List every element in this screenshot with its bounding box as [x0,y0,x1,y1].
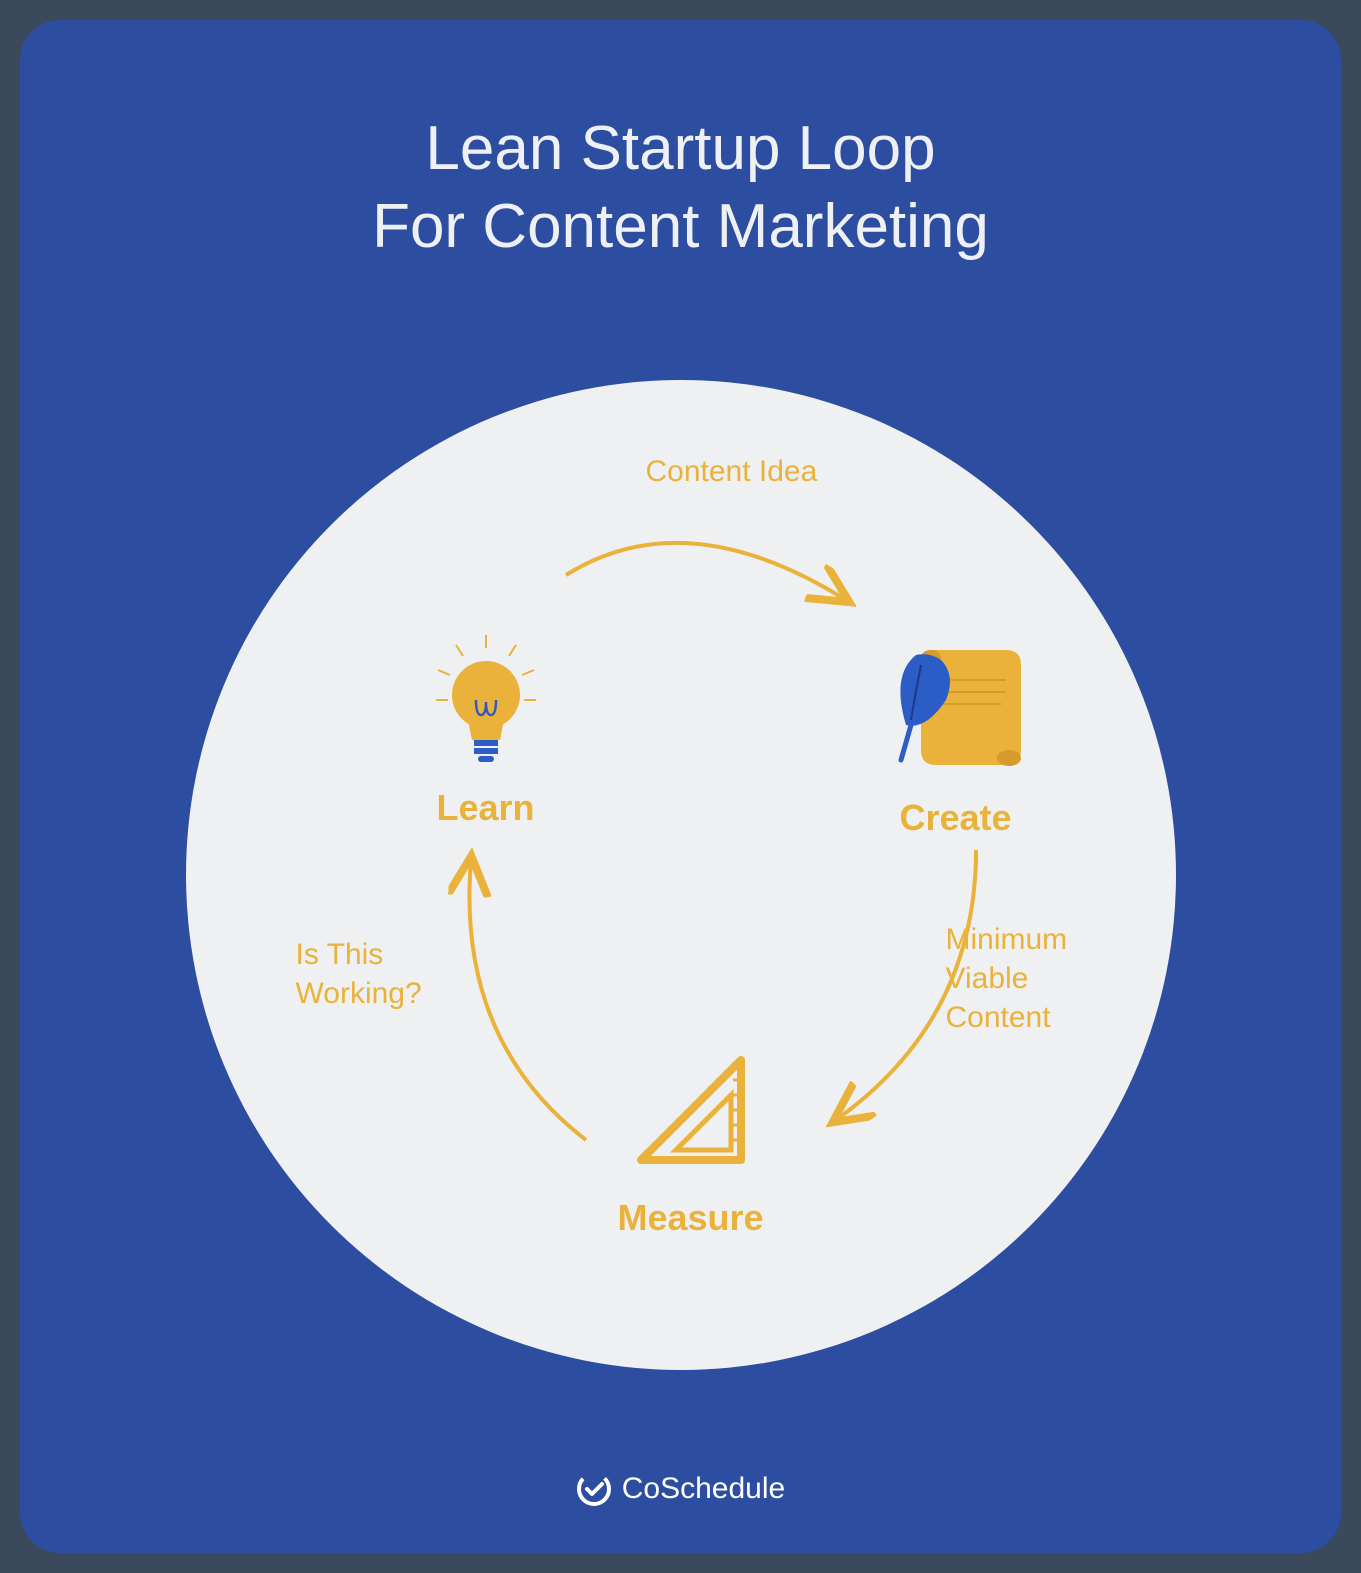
edge-label-working: Is This Working? [296,935,422,1013]
coschedule-logo-icon [576,1471,612,1507]
title-line2: For Content Marketing [372,192,989,261]
footer-brand-text: CoSchedule [622,1472,785,1506]
node-measure-label: Measure [601,1197,781,1239]
cycle-circle: Learn Create [186,380,1176,1370]
footer-brand: CoSchedule [20,1471,1341,1507]
edge-label-mvc: Minimum Viable Content [946,920,1068,1037]
lightbulb-icon [426,630,546,770]
node-learn: Learn [411,630,561,829]
infographic-title: Lean Startup Loop For Content Marketing [20,20,1341,265]
infographic-card: Lean Startup Loop For Content Marketing [20,20,1341,1553]
title-line1: Lean Startup Loop [425,114,935,183]
node-create-label: Create [876,797,1036,839]
ruler-triangle-icon [621,1040,761,1180]
edge-label-content-idea: Content Idea [646,452,818,491]
node-learn-label: Learn [411,787,561,829]
scroll-quill-icon [881,630,1031,780]
node-measure: Measure [601,1040,781,1239]
node-create: Create [876,630,1036,839]
